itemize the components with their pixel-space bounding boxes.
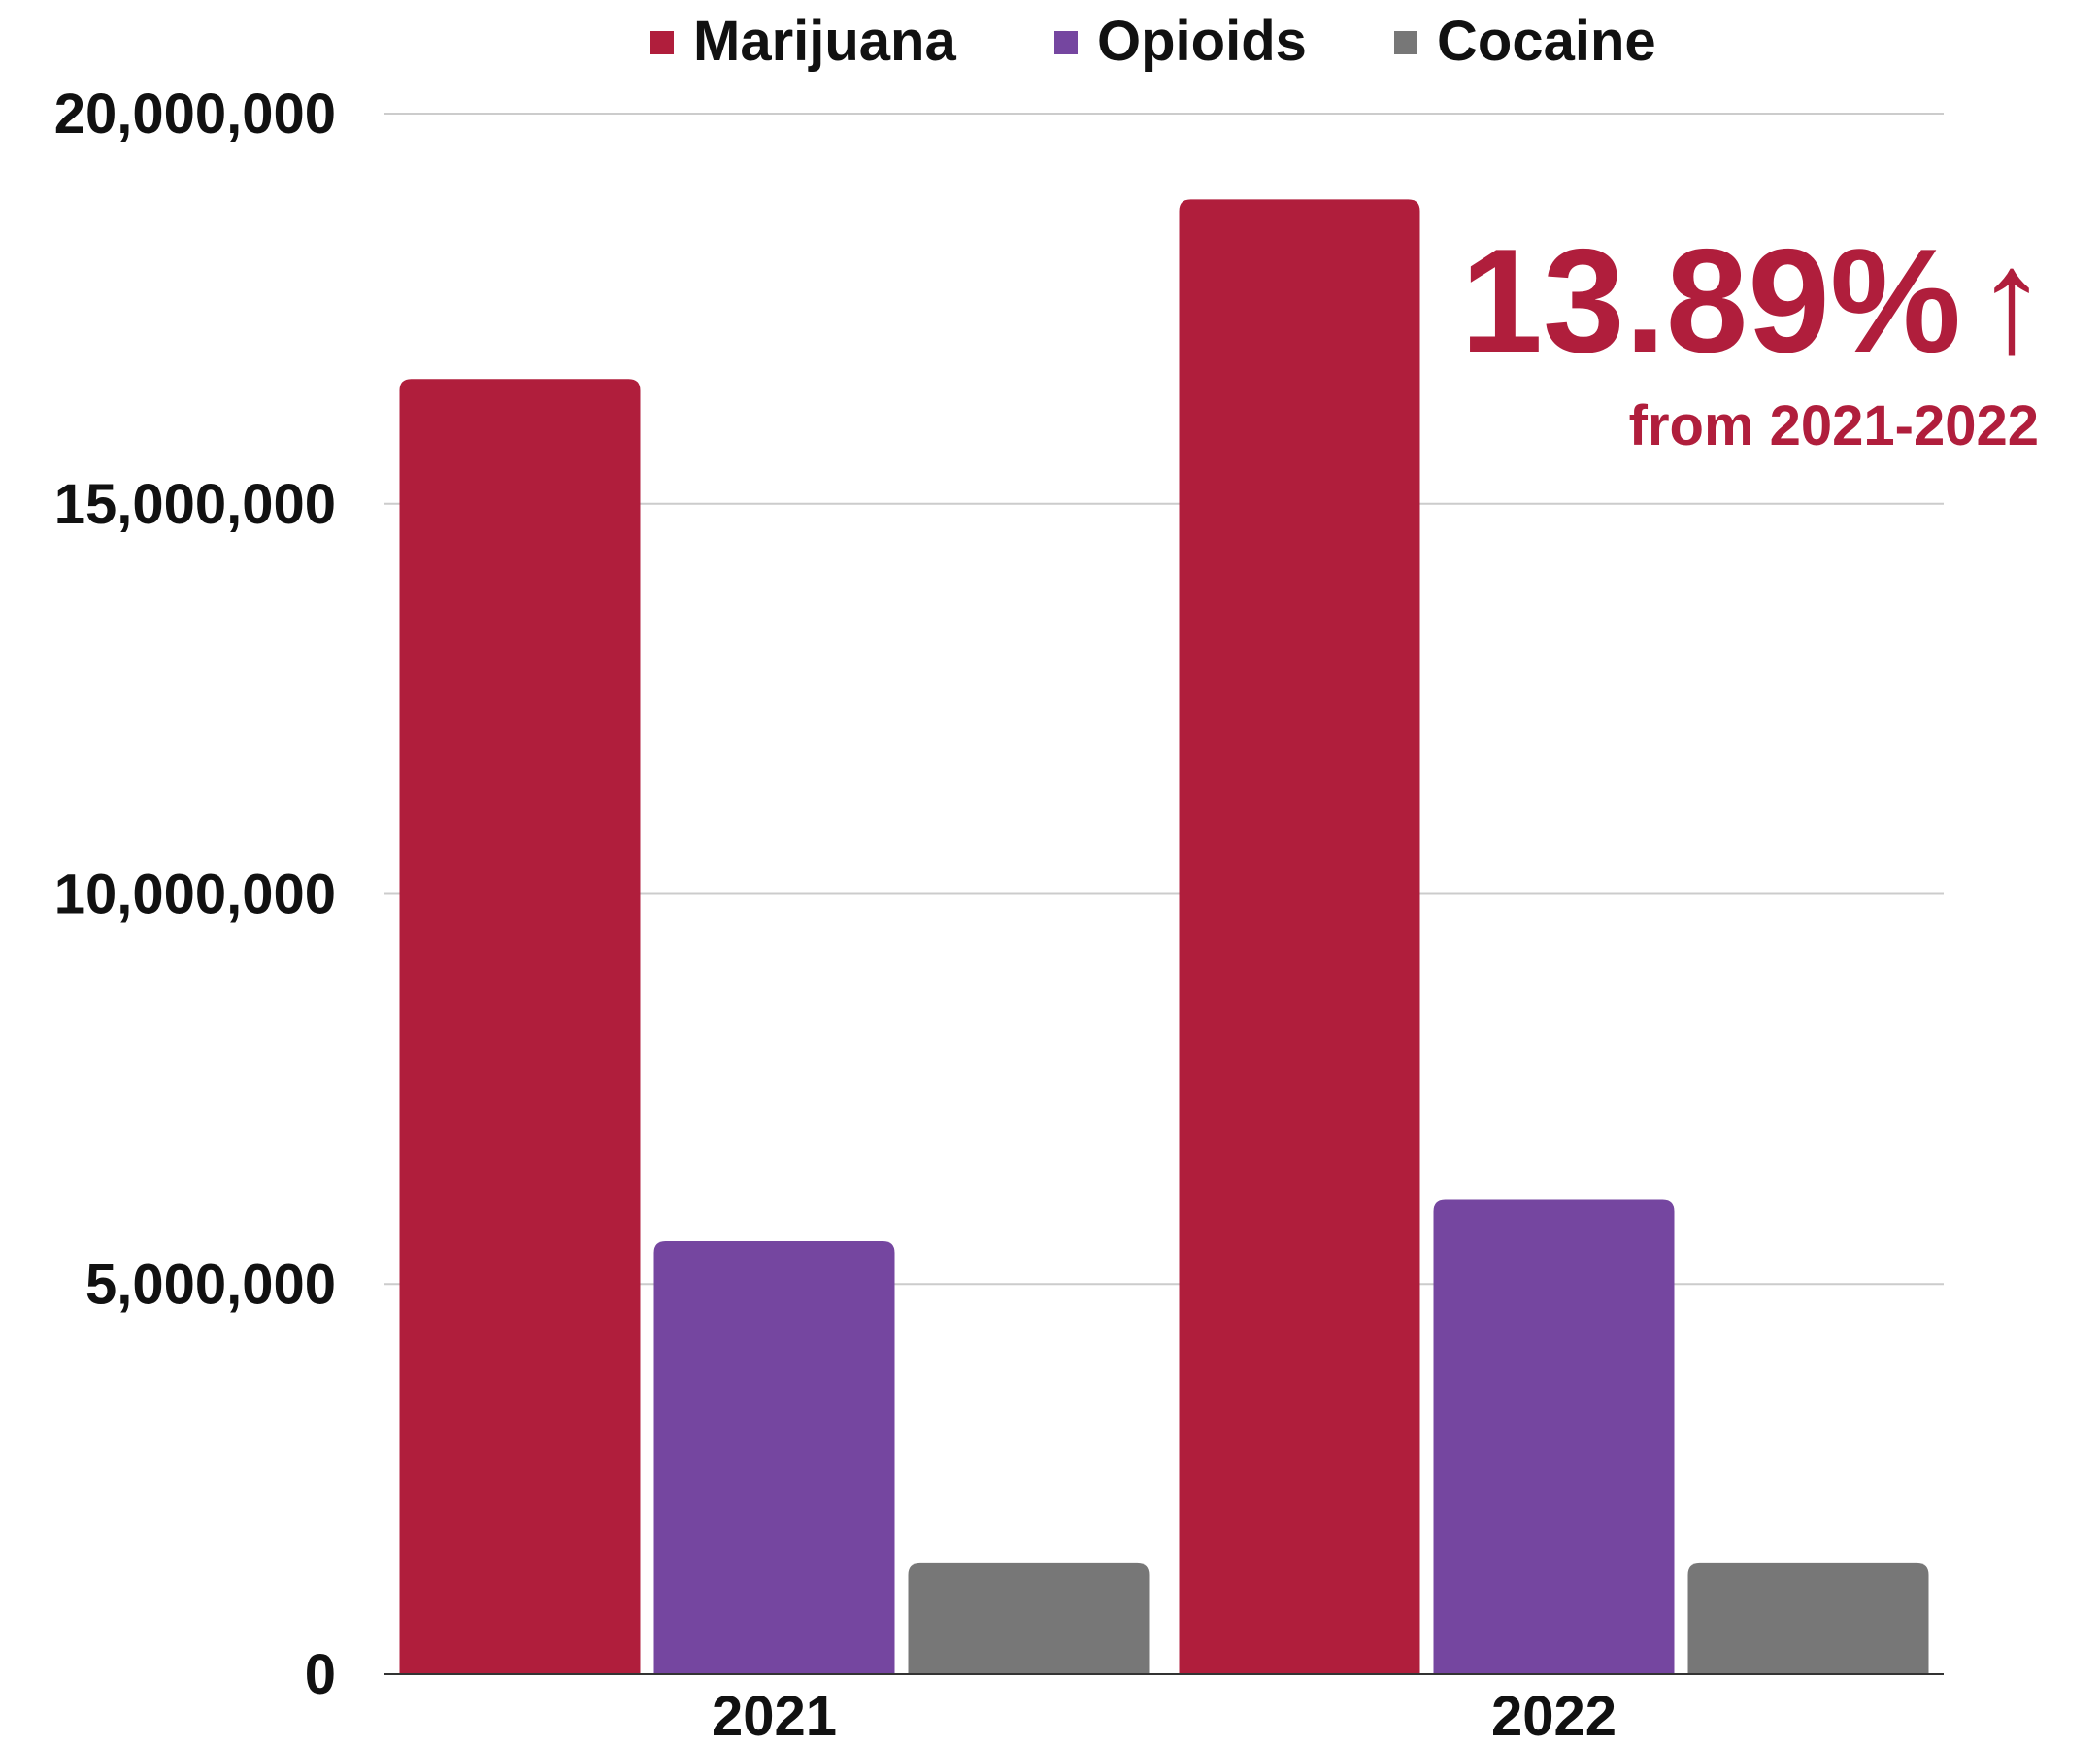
y-tick-label: 5,000,000 [85, 1253, 336, 1316]
legend-label-opioids: Opioids [1097, 10, 1307, 73]
annotation-percent: 13.89% [1460, 218, 1961, 384]
y-tick-label: 20,000,000 [54, 83, 336, 146]
legend-label-cocaine: Cocaine [1437, 10, 1656, 73]
legend-swatch-opioids [1054, 31, 1078, 54]
bar-cocaine-2022 [1687, 1562, 1929, 1674]
bar-opioids-2021 [653, 1241, 895, 1674]
x-axis-ticks: 2021 2022 [712, 1685, 1617, 1746]
y-tick-label: 0 [305, 1643, 336, 1706]
y-tick-label: 10,000,000 [54, 863, 336, 926]
up-arrow-icon: ↑ [1975, 218, 2049, 384]
bar-opioids-2022 [1433, 1199, 1675, 1674]
gridlines [384, 113, 1944, 1286]
y-tick-label: 15,000,000 [54, 473, 336, 536]
y-axis-ticks: 0 5,000,000 10,000,000 15,000,000 20,000,000 [54, 83, 336, 1706]
bar-marijuana-2021 [399, 379, 641, 1675]
legend-swatch-marijuana [650, 31, 674, 54]
x-tick-label: 2022 [1491, 1685, 1617, 1746]
legend-label-marijuana: Marijuana [693, 10, 956, 73]
annotation-subtitle: from 2021-2022 [1629, 394, 2039, 457]
bar-cocaine-2021 [908, 1562, 1150, 1674]
annotation: 13.89% ↑ from 2021-2022 [1460, 218, 2049, 457]
legend: Marijuana Opioids Cocaine [650, 10, 1656, 73]
legend-swatch-cocaine [1394, 31, 1417, 54]
bar-marijuana-2022 [1179, 199, 1420, 1674]
x-tick-label: 2021 [712, 1685, 837, 1746]
bars [399, 199, 1929, 1675]
